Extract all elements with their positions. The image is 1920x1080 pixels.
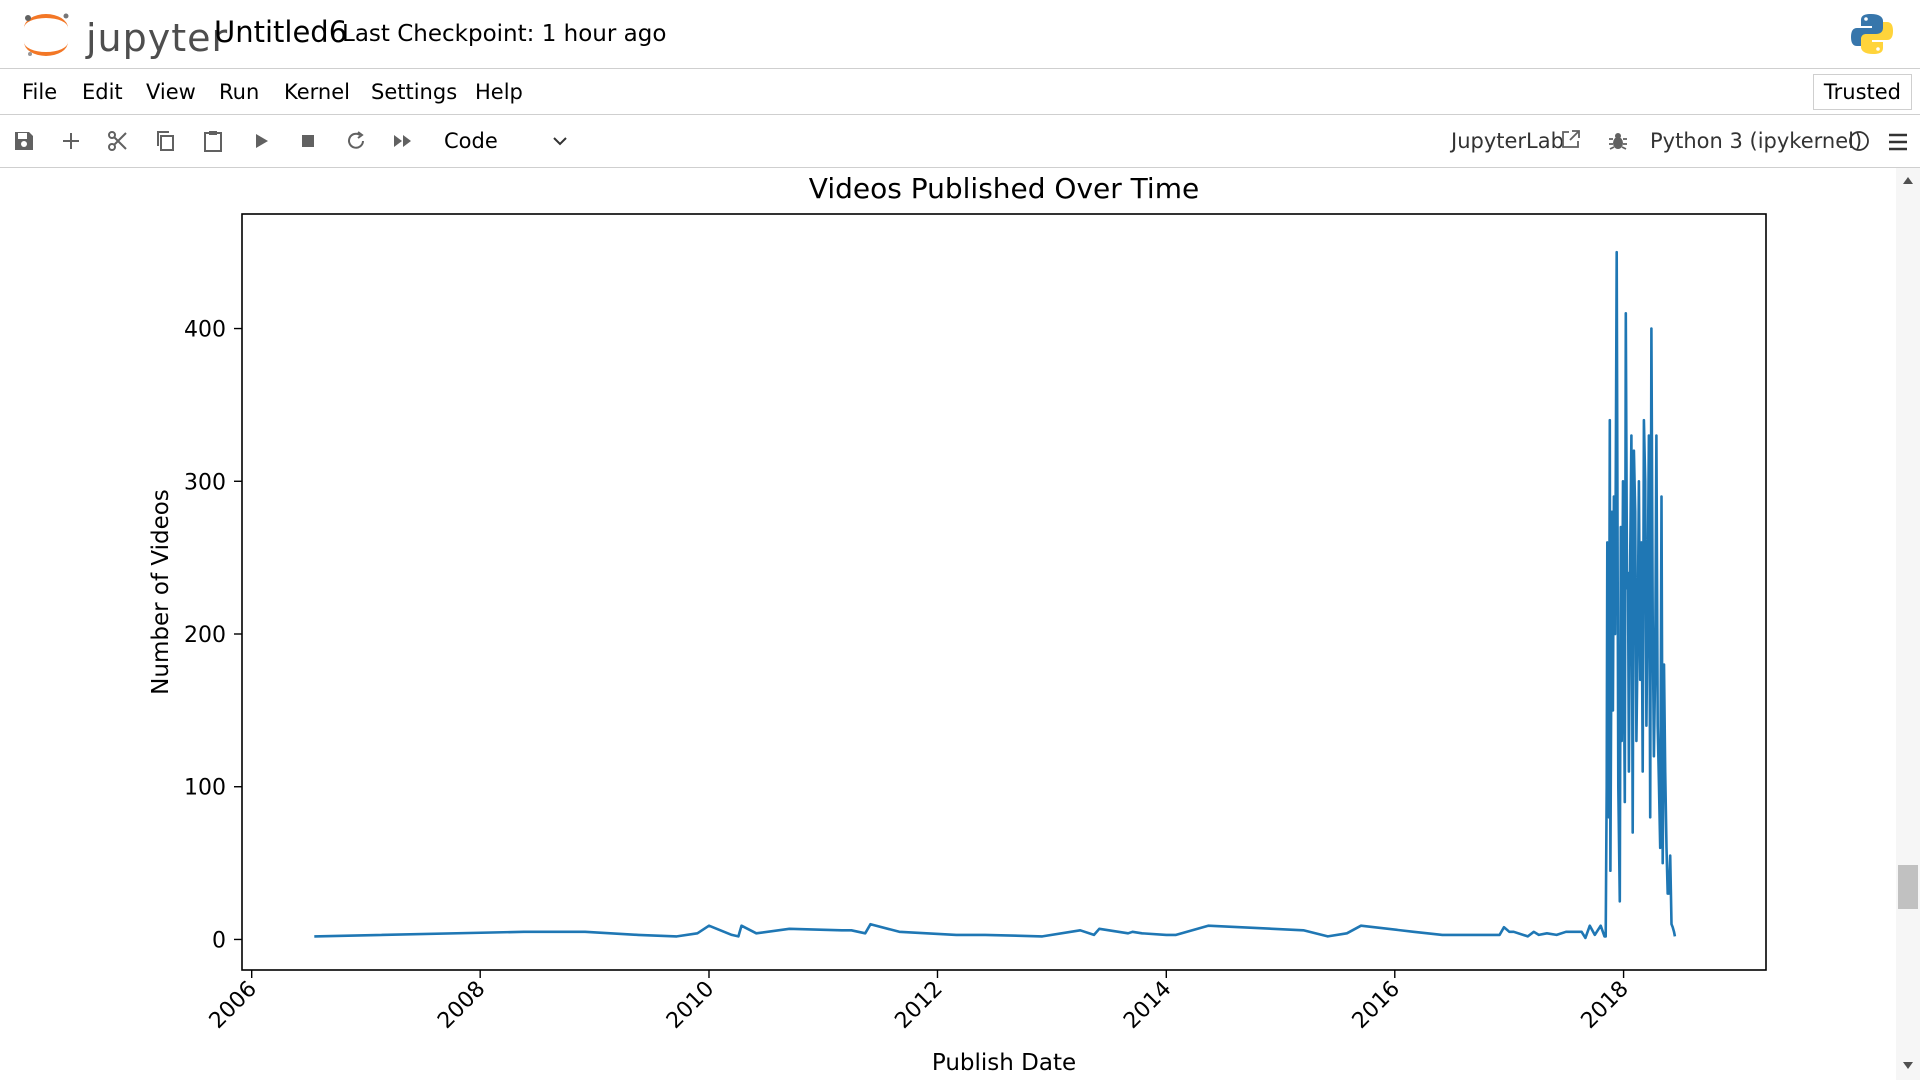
jupyter-logo[interactable]: jupyter xyxy=(18,10,227,60)
external-link-icon[interactable] xyxy=(1560,128,1582,150)
x-tick-label: 2008 xyxy=(433,977,490,1034)
x-tick-label: 2006 xyxy=(205,977,262,1034)
cell-output-area: Videos Published Over Time 0 100 200 300 400 2… xyxy=(0,168,1896,1080)
y-tick-label: 300 xyxy=(184,470,226,495)
notebook-header: jupyter Untitled6 Last Checkpoint: 1 hou… xyxy=(0,0,1920,69)
copy-button[interactable] xyxy=(151,127,179,155)
paste-button[interactable] xyxy=(199,127,227,155)
x-tick-label: 2014 xyxy=(1119,977,1176,1034)
series-line xyxy=(314,250,1677,940)
kernel-name[interactable]: Python 3 (ipykernel) xyxy=(1650,129,1863,153)
scroll-up-arrow-icon[interactable] xyxy=(1900,174,1916,186)
chevron-down-icon[interactable] xyxy=(550,131,570,151)
save-icon xyxy=(15,132,33,150)
interrupt-kernel-button[interactable] xyxy=(294,127,322,155)
x-tick-label: 2010 xyxy=(662,977,719,1034)
chart-title: Videos Published Over Time xyxy=(809,172,1199,205)
y-tick-label: 0 xyxy=(212,928,226,953)
kernel-idle-circle-icon xyxy=(1849,131,1869,151)
videos-line-chart: Videos Published Over Time 0 100 200 300 400 2… xyxy=(148,172,1767,1076)
plus-icon xyxy=(63,133,79,149)
run-cell-button[interactable] xyxy=(247,127,275,155)
x-axis-label: Publish Date xyxy=(932,1050,1076,1076)
fast-forward-icon xyxy=(394,135,411,147)
menu-bar: File Edit View Run Kernel Settings Help … xyxy=(0,69,1920,115)
bug-icon[interactable] xyxy=(1606,129,1630,153)
insert-cell-button[interactable] xyxy=(57,127,85,155)
cut-button[interactable] xyxy=(104,127,132,155)
python-logo-icon xyxy=(1851,14,1893,54)
scissors-icon xyxy=(108,131,127,151)
menu-run[interactable]: Run xyxy=(219,80,260,104)
last-checkpoint: Last Checkpoint: 1 hour ago xyxy=(342,21,667,47)
trusted-indicator[interactable]: Trusted xyxy=(1812,74,1912,110)
restart-run-all-button[interactable] xyxy=(389,127,417,155)
notebook-toolbar: Code JupyterLab Python 3 (ipykernel) xyxy=(0,115,1920,168)
x-tick-label: 2012 xyxy=(890,977,947,1034)
y-tick-label: 200 xyxy=(184,623,226,648)
x-tick-label: 2018 xyxy=(1577,977,1634,1034)
y-tick-label: 100 xyxy=(184,776,226,801)
save-button[interactable] xyxy=(10,127,38,155)
plot-frame xyxy=(241,213,1767,971)
open-jupyterlab-link[interactable]: JupyterLab xyxy=(1451,129,1564,153)
menu-kernel[interactable]: Kernel xyxy=(284,80,350,104)
notebook-title[interactable]: Untitled6 xyxy=(214,15,348,49)
menu-view[interactable]: View xyxy=(146,80,196,104)
y-tick-label: 400 xyxy=(184,318,226,343)
restart-icon xyxy=(348,131,364,149)
jupyter-logo-text: jupyter xyxy=(86,16,229,60)
x-tick-label: 2016 xyxy=(1348,977,1405,1034)
menu-settings[interactable]: Settings xyxy=(371,80,458,104)
y-axis-label: Number of Videos xyxy=(148,489,174,695)
hamburger-menu-icon[interactable] xyxy=(1886,130,1910,154)
menu-help[interactable]: Help xyxy=(475,80,523,104)
cell-type-select[interactable]: Code xyxy=(444,129,498,153)
scrollbar-thumb[interactable] xyxy=(1898,865,1918,909)
menu-file[interactable]: File xyxy=(22,80,58,104)
paste-icon xyxy=(204,131,222,152)
copy-icon xyxy=(157,131,174,151)
menu-edit[interactable]: Edit xyxy=(82,80,123,104)
restart-kernel-button[interactable] xyxy=(342,127,370,155)
vertical-scrollbar[interactable] xyxy=(1896,168,1920,1080)
jupyter-logo-icon xyxy=(24,13,69,56)
stop-icon xyxy=(302,135,314,147)
scroll-down-arrow-icon[interactable] xyxy=(1900,1060,1916,1072)
play-icon xyxy=(256,134,268,148)
